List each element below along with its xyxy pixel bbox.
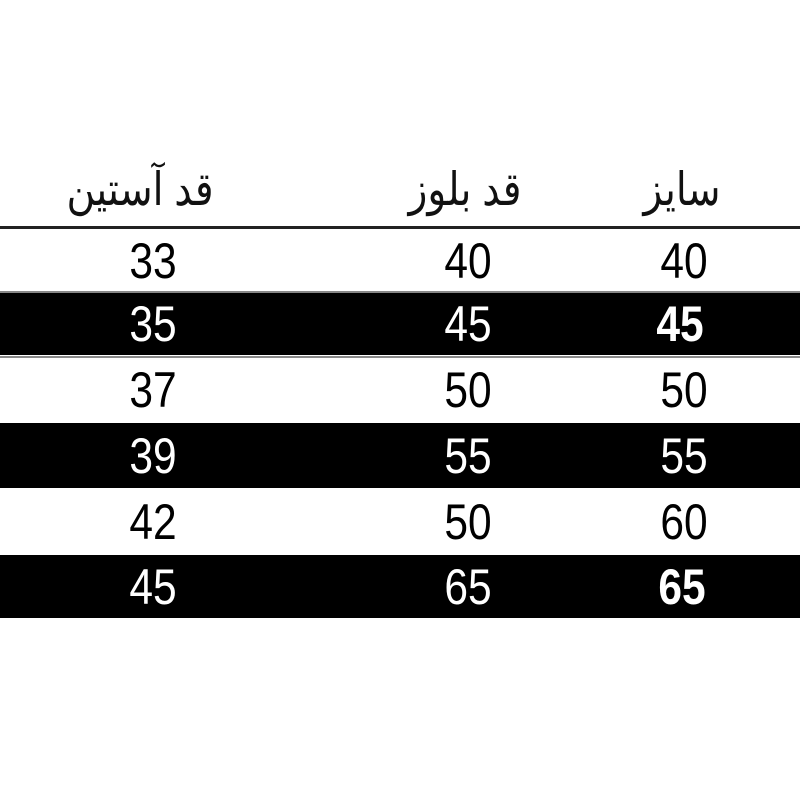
table-row: 39 55 55 [0,423,800,488]
cell-size: 40 [660,232,708,289]
row-divider [0,356,800,358]
cell-sleeve: 45 [129,558,177,615]
cell-blouse: 55 [444,427,492,484]
cell-size: 65 [658,558,706,615]
table-row: 37 50 50 [0,358,800,421]
table-row: 42 50 60 [0,490,800,553]
cell-blouse: 40 [444,232,492,289]
cell-blouse: 65 [444,558,492,615]
cell-sleeve: 33 [129,232,177,289]
cell-size: 50 [660,361,708,418]
cell-size: 55 [660,427,708,484]
cell-blouse: 50 [444,493,492,550]
cell-size: 60 [660,493,708,550]
cell-sleeve: 37 [129,361,177,418]
cell-sleeve: 39 [129,427,177,484]
cell-blouse: 50 [444,361,492,418]
row-divider [0,291,800,293]
header-divider [0,226,800,229]
header-size: سایز [643,163,721,215]
header-blouse-length: قد بلوز [408,163,522,215]
cell-sleeve: 42 [129,493,177,550]
cell-blouse: 45 [444,296,492,352]
table-row: 33 40 40 [0,230,800,291]
cell-size: 45 [656,296,704,352]
table-row: 45 65 65 [0,555,800,618]
cell-sleeve: 35 [129,296,177,352]
header-sleeve-length: قد آستین [66,163,214,215]
table-row: 35 45 45 [0,293,800,355]
